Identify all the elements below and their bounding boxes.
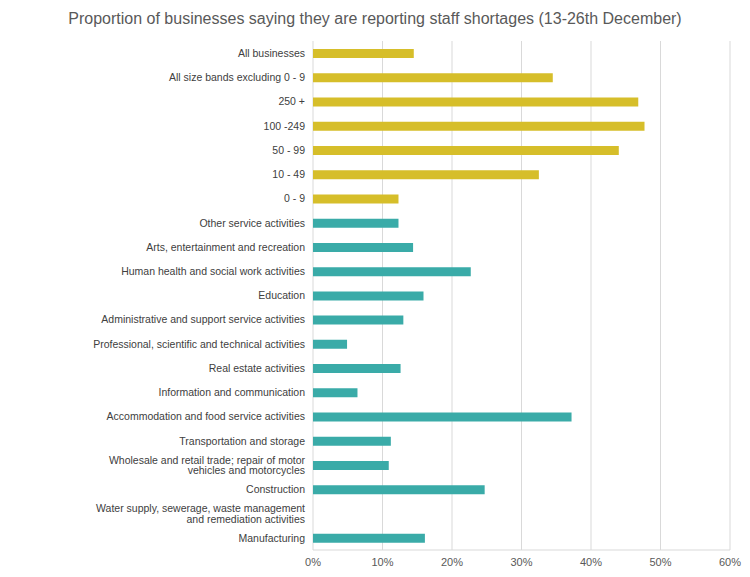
svg-text:10 - 49: 10 - 49 bbox=[272, 168, 305, 180]
svg-text:Arts, entertainment and recrea: Arts, entertainment and recreation bbox=[146, 241, 305, 253]
svg-text:10%: 10% bbox=[371, 556, 393, 568]
svg-text:Information and communication: Information and communication bbox=[159, 386, 306, 398]
svg-text:0 - 9: 0 - 9 bbox=[284, 192, 305, 204]
svg-text:Manufacturing: Manufacturing bbox=[238, 532, 305, 544]
svg-text:Human health and social work a: Human health and social work activities bbox=[121, 265, 305, 277]
svg-text:Professional, scientific and t: Professional, scientific and technical a… bbox=[93, 338, 305, 350]
svg-text:40%: 40% bbox=[580, 556, 602, 568]
svg-text:Transportation and storage: Transportation and storage bbox=[179, 435, 305, 447]
svg-text:250 +: 250 + bbox=[278, 95, 305, 107]
svg-text:Administrative and support ser: Administrative and support service activ… bbox=[101, 313, 305, 325]
svg-text:Real estate activities: Real estate activities bbox=[209, 362, 305, 374]
svg-text:All businesses: All businesses bbox=[238, 47, 305, 59]
svg-text:50 - 99: 50 - 99 bbox=[272, 144, 305, 156]
svg-text:Other service activities: Other service activities bbox=[199, 217, 305, 229]
svg-text:Construction: Construction bbox=[246, 483, 305, 495]
svg-text:Accommodation and food service: Accommodation and food service activitie… bbox=[107, 410, 305, 422]
svg-text:60%: 60% bbox=[719, 556, 741, 568]
svg-text:30%: 30% bbox=[510, 556, 532, 568]
html-text:Proportion of businesses sayin: Proportion of businesses saying they are… bbox=[68, 10, 682, 27]
svg-text:Wholesale and retail trade; re: Wholesale and retail trade; repair of mo… bbox=[109, 454, 306, 477]
svg-text:100 -249: 100 -249 bbox=[264, 120, 306, 132]
svg-text:Water supply, sewerage, waste: Water supply, sewerage, waste management… bbox=[96, 502, 305, 525]
svg-text:All size bands excluding 0 - 9: All size bands excluding 0 - 9 bbox=[169, 71, 305, 83]
svg-text:Education: Education bbox=[258, 289, 305, 301]
svg-text:50%: 50% bbox=[649, 556, 671, 568]
svg-text:0%: 0% bbox=[305, 556, 321, 568]
svg-text:20%: 20% bbox=[441, 556, 463, 568]
